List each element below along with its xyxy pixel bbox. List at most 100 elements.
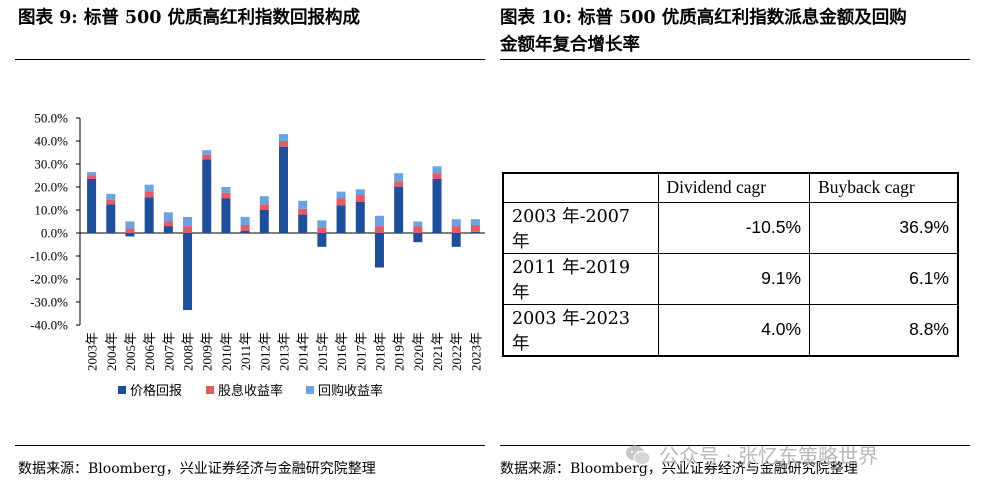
x-tick-label: 2008年	[181, 332, 196, 371]
right-bottom-rule	[500, 445, 970, 446]
bar-buyback-yield	[394, 173, 404, 182]
x-tick-label: 2007年	[161, 332, 176, 371]
bar-buyback-yield	[202, 150, 212, 155]
y-tick-label: -40.0%	[30, 318, 68, 333]
bar-dividend-yield	[470, 224, 480, 232]
bar-price-return	[87, 178, 97, 233]
cagr-table: Dividend cagr Buyback cagr 2003 年-2007 年…	[502, 172, 960, 357]
bar-dividend-yield	[163, 221, 173, 227]
y-tick-label: -30.0%	[30, 295, 68, 310]
bar-price-return	[259, 210, 269, 233]
x-tick-label: 2017年	[353, 332, 368, 371]
legend-swatch	[306, 386, 314, 394]
bar-buyback-yield	[298, 200, 308, 209]
bar-dividend-yield	[202, 154, 212, 160]
bar-price-return	[470, 231, 480, 233]
y-tick-label: 20.0%	[34, 180, 68, 195]
y-tick-label: -10.0%	[30, 249, 68, 264]
dividend-cagr-cell: -10.5%	[657, 201, 811, 254]
bar-dividend-yield	[221, 192, 231, 199]
y-tick-label: 50.0%	[34, 111, 68, 126]
table-header-row: Dividend cagr Buyback cagr	[502, 172, 960, 203]
bar-price-return	[125, 233, 135, 237]
return-composition-chart: 50.0% 40.0% 30.0% 20.0% 10.0% 0.0% -10.0% -20.0…	[30, 111, 485, 398]
bar-dividend-yield	[125, 228, 135, 233]
bar-price-return	[279, 146, 288, 233]
x-tick-label: 2009年	[200, 332, 215, 371]
bar-dividend-yield	[87, 175, 97, 179]
bar-dividend-yield	[336, 198, 346, 206]
bar-buyback-yield	[336, 191, 346, 199]
bar-price-return	[413, 233, 423, 243]
x-tick-label: 2005年	[123, 332, 138, 371]
bar-buyback-yield	[240, 216, 250, 225]
x-tick-label: 2016年	[334, 332, 349, 371]
bar-buyback-yield	[374, 215, 384, 227]
table-row: 2011 年-2019 年 9.1% 6.1%	[502, 252, 960, 305]
y-tick-label: 30.0%	[34, 157, 68, 172]
bar-dividend-yield	[394, 181, 404, 187]
bar-dividend-yield	[317, 227, 327, 233]
period-cell: 2003 年-2007 年	[502, 201, 659, 254]
bar-dividend-yield	[279, 141, 288, 147]
bar-price-return	[394, 187, 404, 233]
bar-buyback-yield	[279, 134, 288, 141]
bar-price-return	[432, 178, 442, 233]
buyback-cagr-cell: 36.9%	[809, 201, 960, 254]
x-tick-label: 2023年	[468, 332, 483, 371]
bar-dividend-yield	[413, 226, 423, 233]
bar-buyback-yield	[259, 196, 269, 205]
bar-buyback-yield	[87, 172, 97, 176]
left-source-note: 数据来源：Bloomberg，兴业证券经济与金融研究院整理	[18, 461, 376, 477]
table-corner-cell	[502, 172, 659, 203]
bar-dividend-yield	[106, 199, 116, 205]
x-tick-label: 2019年	[392, 332, 407, 371]
x-tick-label: 2014年	[296, 332, 311, 371]
x-tick-label: 2003年	[85, 332, 100, 371]
watermark-text: 公众号 · 张忆东策略世界	[659, 444, 879, 468]
bar-price-return	[163, 226, 173, 233]
y-tick-label: -20.0%	[30, 272, 68, 287]
bar-buyback-yield	[413, 221, 423, 227]
x-tick-label: 2011年	[238, 332, 253, 371]
bar-price-return	[336, 205, 346, 233]
table-row: 2003 年-2007 年 -10.5% 36.9%	[502, 201, 960, 254]
bar-price-return	[374, 233, 384, 268]
y-tick-label: 0.0%	[41, 226, 68, 241]
column-header-buyback: Buyback cagr	[809, 172, 960, 203]
bar-dividend-yield	[432, 173, 442, 179]
bar-price-return	[240, 230, 250, 233]
left-top-rule	[15, 59, 485, 60]
bar-buyback-yield	[144, 184, 154, 192]
x-tick-label: 2021年	[430, 332, 445, 371]
x-tick-label: 2006年	[142, 332, 157, 371]
x-tick-label: 2015年	[315, 332, 330, 371]
bar-dividend-yield	[144, 191, 154, 198]
bar-price-return	[317, 233, 327, 247]
legend-swatch	[206, 386, 214, 394]
y-tick-label: 10.0%	[34, 203, 68, 218]
legend-label: 回购收益率	[318, 383, 383, 398]
buyback-cagr-cell: 8.8%	[809, 303, 960, 357]
x-tick-label: 2022年	[449, 332, 464, 371]
bar-price-return	[355, 201, 365, 233]
x-tick-label: 2012年	[257, 332, 272, 371]
bar-buyback-yield	[317, 220, 327, 228]
column-header-dividend: Dividend cagr	[657, 172, 811, 203]
right-figure-title-line2: 金额年复合增长率	[500, 35, 640, 55]
dividend-cagr-cell: 4.0%	[657, 303, 811, 357]
bar-dividend-yield	[259, 204, 269, 210]
bar-buyback-yield	[125, 221, 135, 229]
bar-dividend-yield	[374, 226, 384, 233]
bar-price-return	[202, 159, 212, 233]
bar-buyback-yield	[355, 189, 365, 196]
bar-price-return	[183, 233, 193, 311]
bar-price-return	[451, 233, 461, 247]
period-cell: 2011 年-2019 年	[502, 252, 659, 305]
period-cell: 2003 年-2023 年	[502, 303, 659, 357]
right-figure-title-line1: 图表 10: 标普 500 优质高红利指数派息金额及回购	[500, 8, 907, 28]
bar-dividend-yield	[298, 208, 308, 215]
legend-swatch	[118, 386, 126, 394]
legend-label: 价格回报	[130, 383, 182, 398]
bar-buyback-yield	[432, 166, 442, 174]
